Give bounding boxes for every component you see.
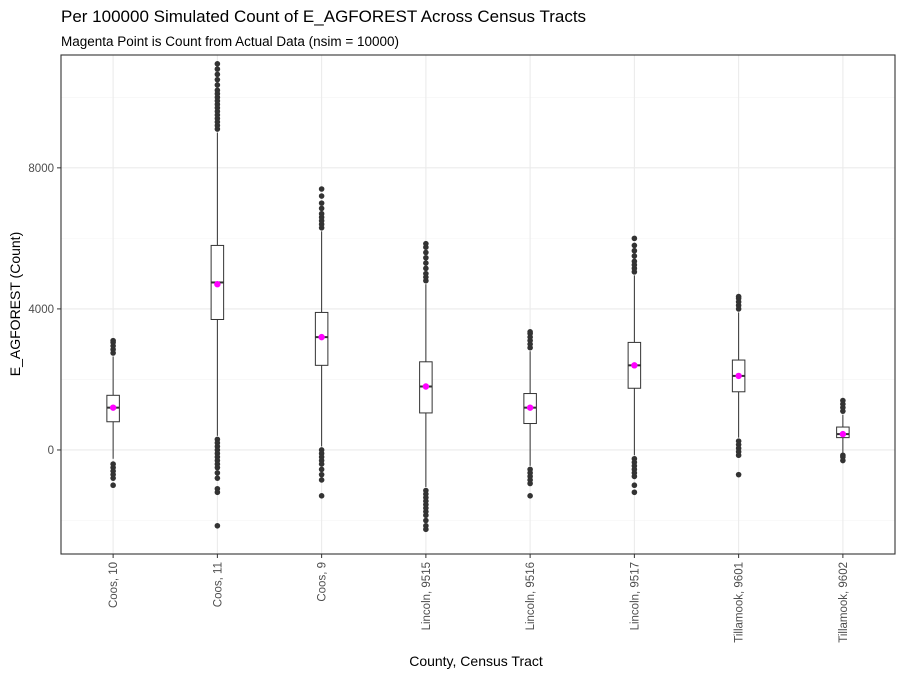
- x-tick-label: Tillamook, 9601: [734, 562, 746, 643]
- outlier-point: [840, 457, 846, 464]
- outlier-point: [631, 258, 638, 265]
- outlier-point: [631, 235, 638, 242]
- outlier-point: [214, 61, 221, 67]
- plot-marks: [106, 61, 850, 533]
- outlier-point: [318, 200, 325, 206]
- outlier-point: [214, 66, 221, 72]
- outlier-point: [423, 517, 429, 524]
- outlier-point: [318, 466, 325, 473]
- outlier-point: [735, 452, 742, 459]
- outlier-point: [214, 470, 221, 476]
- outlier-point: [110, 337, 116, 344]
- actual-data-point: [109, 404, 117, 411]
- outlier-point: [631, 242, 638, 249]
- axes: 0 4000 8000 Coos, 10 Coos, 11 Coos, 9 Lincoln,…: [28, 163, 849, 643]
- outlier-point: [318, 193, 325, 199]
- outlier-point: [527, 329, 533, 335]
- actual-data-point: [526, 404, 534, 411]
- outlier-point: [214, 87, 221, 94]
- x-tick-label: Coos, 11: [212, 562, 224, 607]
- outlier-point: [840, 397, 846, 404]
- actual-data-point: [631, 362, 638, 369]
- actual-data-point: [735, 372, 742, 380]
- outlier-point: [423, 265, 429, 272]
- outlier-point: [318, 493, 325, 499]
- grid-lines: [61, 55, 895, 554]
- outlier-point: [214, 76, 221, 83]
- outlier-point: [214, 522, 221, 529]
- outlier-point: [631, 253, 638, 259]
- box-2: [210, 61, 225, 529]
- box-6: [627, 235, 642, 496]
- outlier-point: [318, 461, 325, 467]
- y-axis-title: E_AGFOREST (Count): [7, 232, 23, 376]
- outlier-point: [423, 260, 429, 266]
- outlier-point: [631, 473, 638, 480]
- outlier-point: [423, 249, 429, 256]
- box-1: [106, 337, 120, 489]
- box-3: [314, 186, 329, 499]
- chart-title: Per 100000 Simulated Count of E_AGFOREST…: [61, 7, 586, 26]
- outlier-point: [318, 477, 325, 483]
- y-tick-label: 8000: [28, 163, 54, 175]
- outlier-point: [631, 489, 638, 496]
- outlier-point: [423, 270, 429, 277]
- chart-subtitle: Magenta Point is Count from Actual Data …: [61, 34, 399, 49]
- x-tick-label: Lincoln, 9517: [629, 562, 641, 630]
- x-tick-label: Coos, 10: [108, 562, 120, 608]
- y-tick-label: 4000: [28, 304, 54, 316]
- outlier-point: [735, 293, 742, 300]
- outlier-point: [318, 205, 325, 212]
- outlier-point: [527, 493, 533, 499]
- x-tick-label: Coos, 9: [317, 562, 329, 602]
- x-axis-title: County, Census Tract: [409, 653, 543, 669]
- outlier-point: [423, 526, 429, 533]
- outlier-point: [423, 240, 429, 247]
- outlier-point: [631, 247, 638, 254]
- outlier-point: [214, 464, 221, 471]
- x-tick-label: Tillamook, 9602: [838, 562, 850, 643]
- actual-data-point: [214, 281, 221, 288]
- outlier-point: [110, 475, 116, 481]
- outlier-point: [214, 71, 221, 78]
- outlier-point: [214, 475, 221, 481]
- box-7: [731, 293, 746, 478]
- y-tick-label: 0: [48, 445, 54, 457]
- outlier-point: [527, 480, 533, 487]
- box-5: [523, 329, 537, 499]
- box-8: [836, 397, 850, 464]
- actual-data-point: [839, 430, 847, 438]
- outlier-point: [318, 186, 325, 192]
- outlier-point: [318, 210, 325, 217]
- x-tick-label: Lincoln, 9515: [421, 562, 433, 630]
- actual-data-point: [422, 383, 430, 390]
- actual-data-point: [318, 333, 325, 341]
- outlier-point: [318, 471, 325, 478]
- box-4: [419, 240, 433, 533]
- outlier-point: [423, 254, 429, 261]
- outlier-point: [735, 471, 742, 478]
- plot-panel-border: [60, 54, 896, 555]
- outlier-point: [214, 82, 221, 88]
- outlier-point: [214, 489, 221, 496]
- outlier-point: [631, 482, 638, 489]
- outlier-point: [110, 482, 116, 489]
- x-tick-label: Lincoln, 9516: [525, 562, 537, 630]
- outlier-point: [423, 512, 429, 519]
